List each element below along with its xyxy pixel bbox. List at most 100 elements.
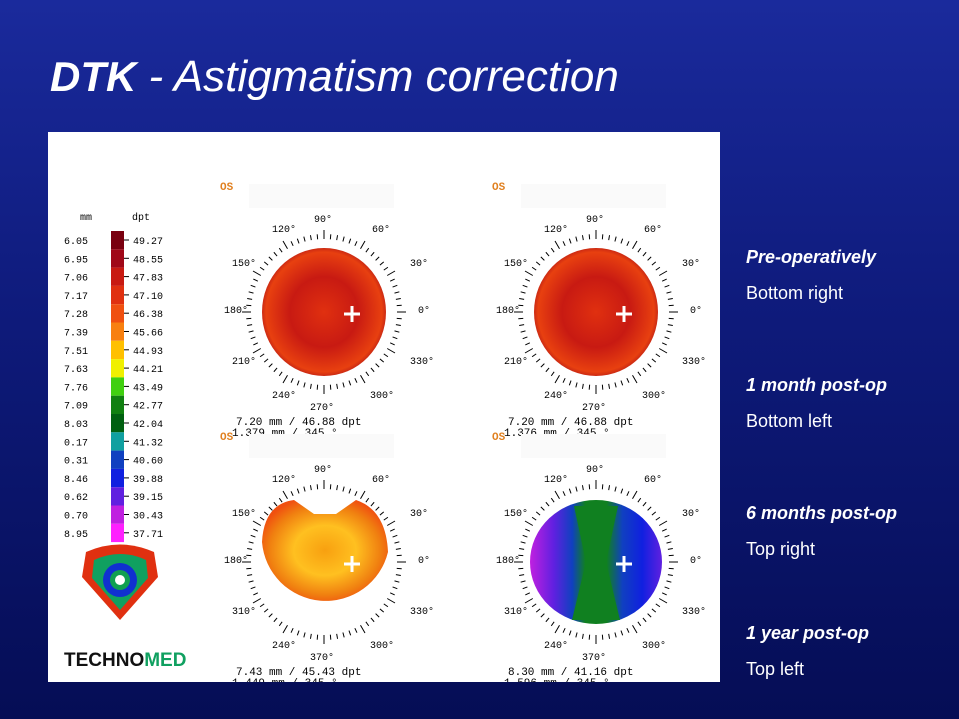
degree-label: 60° xyxy=(372,224,390,236)
legend-position: Top right xyxy=(746,539,816,559)
scale-mm-header: mm xyxy=(80,213,92,224)
scale-swatch xyxy=(111,468,124,488)
degree-label: 0° xyxy=(418,555,430,567)
degree-label: 30° xyxy=(410,508,428,520)
degree-label: 180° xyxy=(496,305,520,317)
readout-line-1: 7.20 mm / 46.88 dpt xyxy=(508,417,633,429)
legend-position: Bottom left xyxy=(746,411,833,431)
scale-swatch xyxy=(111,523,124,543)
legend-phase: 6 months post-op xyxy=(746,503,897,523)
degree-label: 120° xyxy=(544,224,568,236)
degree-label: 150° xyxy=(232,508,256,520)
degree-label: 330° xyxy=(682,356,706,368)
topography-maps: OS 120° 60° 150° 30° 180° 0° 210° 330° 240° 300° 90… xyxy=(220,182,706,690)
scale-swatch xyxy=(111,285,124,305)
topography-figure: mm dpt 6.05 49.27 6.95 48.55 7.06 47.83 7.17 47.1… xyxy=(64,182,706,690)
scale-dpt-header: dpt xyxy=(132,212,150,224)
legend-phase: 1 year post-op xyxy=(746,623,870,643)
degree-label: 0° xyxy=(690,555,702,567)
topography-map: OS 120° 60° 150° 30° 180° 0° 310° 330° 240° 300° 90… xyxy=(492,432,706,690)
title-brand: DTK xyxy=(50,53,137,100)
eye-label: OS xyxy=(492,432,506,444)
degree-label: 60° xyxy=(644,224,662,236)
degree-label: 0° xyxy=(690,305,702,317)
scale-dpt-value: 39.15 xyxy=(133,493,163,504)
degree-label: 150° xyxy=(504,508,528,520)
degree-label-bottom: 270° xyxy=(310,402,334,414)
readout-line-2: 1.596 mm / 345 ° xyxy=(504,678,610,682)
scale-swatch xyxy=(111,249,124,268)
scale-swatch xyxy=(111,231,124,250)
degree-label: 30° xyxy=(682,258,700,270)
readout-line-1: 7.43 mm / 45.43 dpt xyxy=(236,667,361,679)
degree-label: 120° xyxy=(544,474,568,486)
degree-label: 310° xyxy=(232,606,256,618)
degree-label: 120° xyxy=(272,224,296,236)
scale-swatch xyxy=(111,395,124,414)
title-text: - Astigmatism correction xyxy=(136,52,619,101)
degree-label-top: 90° xyxy=(314,214,332,226)
scale-swatch xyxy=(111,304,124,323)
topography-panel: mm dpt 6.05 49.27 6.95 48.55 7.06 47.83 7.17 47.1… xyxy=(48,132,720,690)
legend-phase: Pre-operatively xyxy=(746,247,877,267)
scale-swatch xyxy=(111,322,124,341)
topography-map: OS 120° 60° 150° 30° 180° 0° 310° 330° 240° 300° 90… xyxy=(220,432,434,690)
degree-ticks xyxy=(514,480,678,644)
scale-mm-value: 7.28 xyxy=(64,310,88,321)
scale-mm-value: 8.03 xyxy=(64,420,88,431)
scale-dpt-value: 45.66 xyxy=(133,329,163,340)
degree-ticks xyxy=(242,480,406,644)
degree-label: 180° xyxy=(224,305,248,317)
legend-position: Top left xyxy=(746,659,805,679)
scale-dpt-value: 42.04 xyxy=(133,420,163,431)
readout-line-1: 7.20 mm / 46.88 dpt xyxy=(236,417,361,429)
degree-label-bottom: 370° xyxy=(582,652,606,664)
topography-map: OS 120° 60° 150° 30° 180° 0° 210° 330° 240° 300° 90… xyxy=(492,182,706,440)
scale-dpt-value: 44.21 xyxy=(133,365,163,376)
scale-dpt-value: 46.38 xyxy=(133,310,163,321)
eye-label: OS xyxy=(220,432,234,444)
scale-mm-value: 7.17 xyxy=(64,292,88,303)
degree-label-bottom: 270° xyxy=(582,402,606,414)
scale-mm-value: 7.76 xyxy=(64,383,88,394)
degree-label: 300° xyxy=(370,390,394,402)
scale-mm-value: 8.95 xyxy=(64,530,88,541)
scale-mm-value: 8.46 xyxy=(64,475,88,486)
degree-label: 150° xyxy=(232,258,256,270)
degree-label: 210° xyxy=(232,356,256,368)
scale-mm-value: 0.31 xyxy=(64,457,88,468)
topography-map: OS 120° 60° 150° 30° 180° 0° 210° 330° 240° 300° 90… xyxy=(220,182,434,440)
legend-position: Bottom right xyxy=(746,283,844,303)
scale-dpt-value: 48.55 xyxy=(133,255,163,266)
degree-label: 60° xyxy=(372,474,390,486)
degree-label: 0° xyxy=(418,305,430,317)
degree-label: 60° xyxy=(644,474,662,486)
degree-label: 300° xyxy=(642,390,666,402)
degree-label: 310° xyxy=(504,606,528,618)
map-header-box xyxy=(521,434,666,458)
degree-label: 180° xyxy=(224,555,248,567)
scale-swatch xyxy=(111,359,124,378)
legend-phase: 1 month post-op xyxy=(746,375,887,395)
scale-dpt-value: 30.43 xyxy=(133,512,163,523)
scale-dpt-value: 40.60 xyxy=(133,457,163,468)
eye-label: OS xyxy=(492,182,506,194)
scale-mm-value: 0.17 xyxy=(64,438,88,449)
degree-label: 180° xyxy=(496,555,520,567)
logo-text-techno: TECHNO xyxy=(64,650,144,671)
degree-label-top: 90° xyxy=(586,464,604,476)
scale-mm-value: 7.06 xyxy=(64,274,88,285)
scale-swatch xyxy=(111,377,124,396)
scale-mm-value: 7.09 xyxy=(64,402,88,413)
degree-label: 240° xyxy=(272,390,296,402)
scale-mm-value: 0.62 xyxy=(64,493,88,504)
degree-label-top: 90° xyxy=(586,214,604,226)
degree-label: 240° xyxy=(272,640,296,652)
scale-swatch xyxy=(111,505,124,524)
scale-swatch xyxy=(111,267,124,286)
technomed-logo: TECHNOMED xyxy=(64,544,186,671)
degree-label: 30° xyxy=(410,258,428,270)
degree-label: 330° xyxy=(682,606,706,618)
degree-label-top: 90° xyxy=(314,464,332,476)
scale-swatch xyxy=(111,450,124,469)
